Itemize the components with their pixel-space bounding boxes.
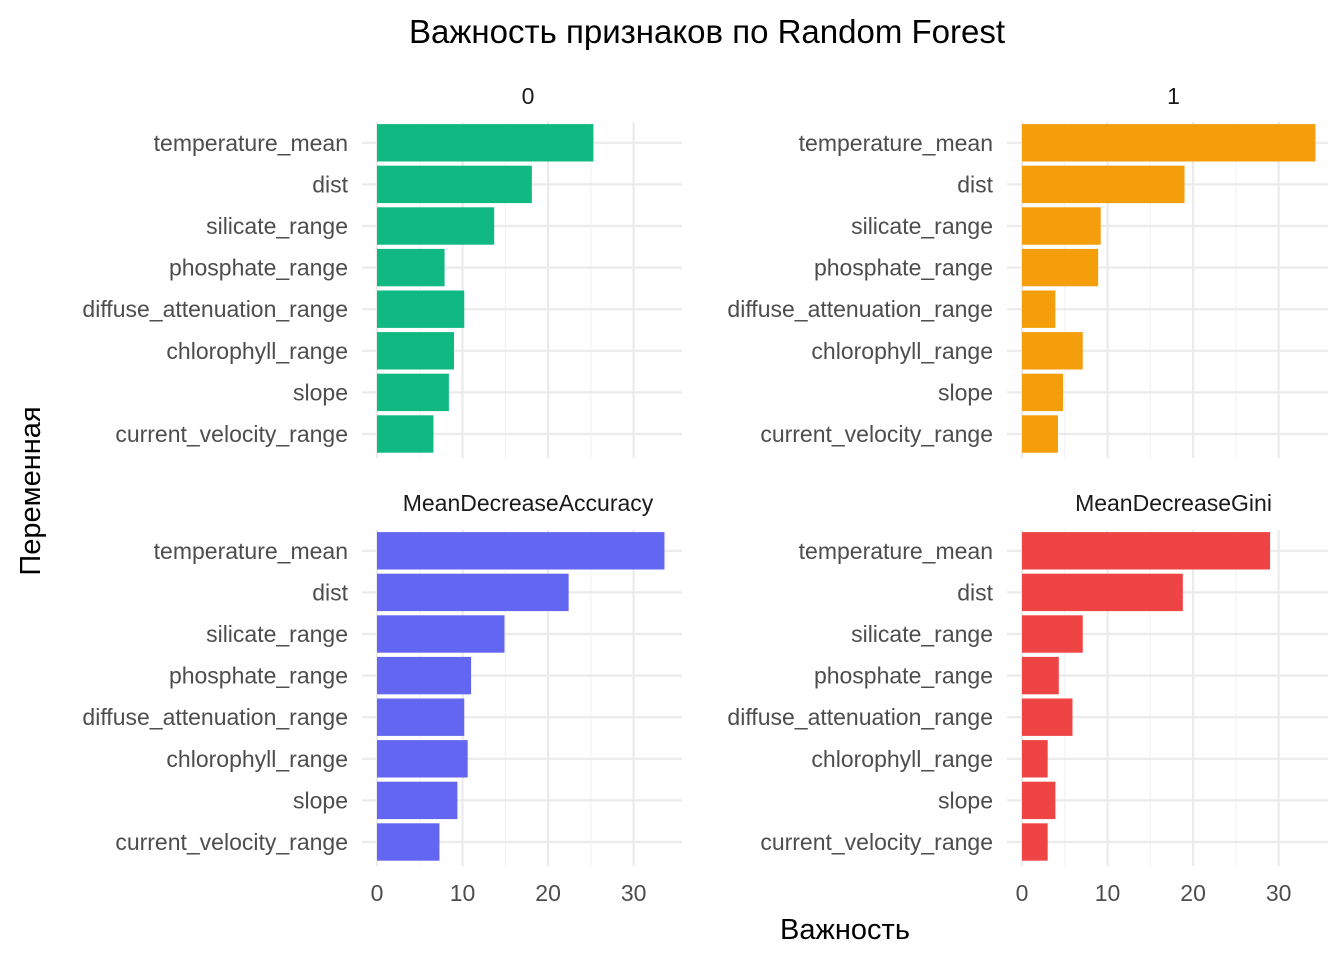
y-tick-label: current_velocity_range	[760, 829, 993, 855]
bar	[377, 332, 454, 370]
bar	[1022, 124, 1316, 162]
bar	[377, 415, 434, 453]
y-tick-label: temperature_mean	[799, 538, 993, 564]
bar	[1022, 207, 1101, 245]
x-tick-label: 0	[371, 880, 384, 906]
y-tick-label: phosphate_range	[814, 255, 993, 281]
y-tick-label: diffuse_attenuation_range	[727, 296, 993, 322]
y-tick-label: current_velocity_range	[115, 421, 348, 447]
bar	[377, 165, 532, 204]
y-tick-label: phosphate_range	[169, 663, 348, 689]
bar	[377, 124, 594, 162]
y-tick-label: chlorophyll_range	[811, 746, 993, 772]
bar	[377, 656, 472, 695]
facet-strip-label: MeanDecreaseGini	[1075, 490, 1272, 516]
bar	[377, 698, 465, 736]
bar	[377, 740, 468, 778]
x-tick-label: 20	[535, 880, 561, 906]
bar	[1022, 781, 1056, 820]
y-tick-label: temperature_mean	[154, 130, 348, 156]
bar	[1022, 573, 1183, 612]
bar	[377, 373, 449, 412]
x-axes: 0 10 20 30 0 10 20 30	[371, 880, 1292, 906]
y-tick-label: slope	[938, 787, 993, 813]
bar	[1022, 740, 1048, 778]
bar	[1022, 332, 1083, 370]
y-tick-label: diffuse_attenuation_range	[727, 704, 993, 730]
bar	[377, 615, 505, 653]
y-tick-label: silicate_range	[206, 621, 348, 647]
bar	[377, 248, 445, 287]
y-tick-label: phosphate_range	[169, 255, 348, 281]
x-tick-label: 10	[450, 880, 476, 906]
bar	[1022, 656, 1059, 695]
bar	[1022, 248, 1099, 287]
bar	[377, 207, 495, 245]
bar	[1022, 823, 1048, 861]
bar	[1022, 532, 1271, 570]
bar	[377, 573, 569, 612]
bar	[1022, 373, 1064, 412]
y-tick-label: temperature_mean	[799, 130, 993, 156]
y-tick-label: chlorophyll_range	[166, 338, 348, 364]
bar	[377, 290, 465, 328]
x-tick-label: 30	[1266, 880, 1292, 906]
x-tick-label: 0	[1016, 880, 1029, 906]
y-tick-label: dist	[957, 579, 993, 605]
bar	[1022, 615, 1083, 653]
y-tick-label: current_velocity_range	[115, 829, 348, 855]
chart-title: Важность признаков по Random Forest	[409, 13, 1005, 50]
bar	[1022, 290, 1056, 328]
y-tick-label: slope	[293, 787, 348, 813]
y-tick-label: dist	[957, 171, 993, 197]
y-tick-label: slope	[293, 379, 348, 405]
bar	[377, 781, 458, 820]
y-tick-label: slope	[938, 379, 993, 405]
y-tick-label: phosphate_range	[814, 663, 993, 689]
y-tick-label: current_velocity_range	[760, 421, 993, 447]
bar	[377, 532, 665, 570]
y-tick-label: temperature_mean	[154, 538, 348, 564]
y-tick-label: chlorophyll_range	[811, 338, 993, 364]
bar	[1022, 698, 1073, 736]
y-tick-label: diffuse_attenuation_range	[82, 296, 348, 322]
y-tick-label: dist	[312, 171, 348, 197]
x-tick-label: 30	[621, 880, 647, 906]
bar	[1022, 165, 1185, 204]
facet-panels: temperature_meandistsilicate_rangephosph…	[82, 83, 1328, 866]
y-tick-label: silicate_range	[206, 213, 348, 239]
y-tick-label: dist	[312, 579, 348, 605]
y-tick-label: diffuse_attenuation_range	[82, 704, 348, 730]
bar	[377, 823, 440, 861]
y-tick-label: chlorophyll_range	[166, 746, 348, 772]
y-tick-label: silicate_range	[851, 213, 993, 239]
y-axis-title: Переменная	[15, 406, 47, 575]
x-tick-label: 10	[1095, 880, 1121, 906]
x-axis-title: Важность	[780, 914, 910, 946]
facet-strip-label: 1	[1167, 83, 1180, 109]
facet-strip-label: MeanDecreaseAccuracy	[403, 490, 654, 516]
facet-strip-label: 0	[522, 83, 535, 109]
y-tick-label: silicate_range	[851, 621, 993, 647]
x-tick-label: 20	[1180, 880, 1206, 906]
bar	[1022, 415, 1058, 453]
